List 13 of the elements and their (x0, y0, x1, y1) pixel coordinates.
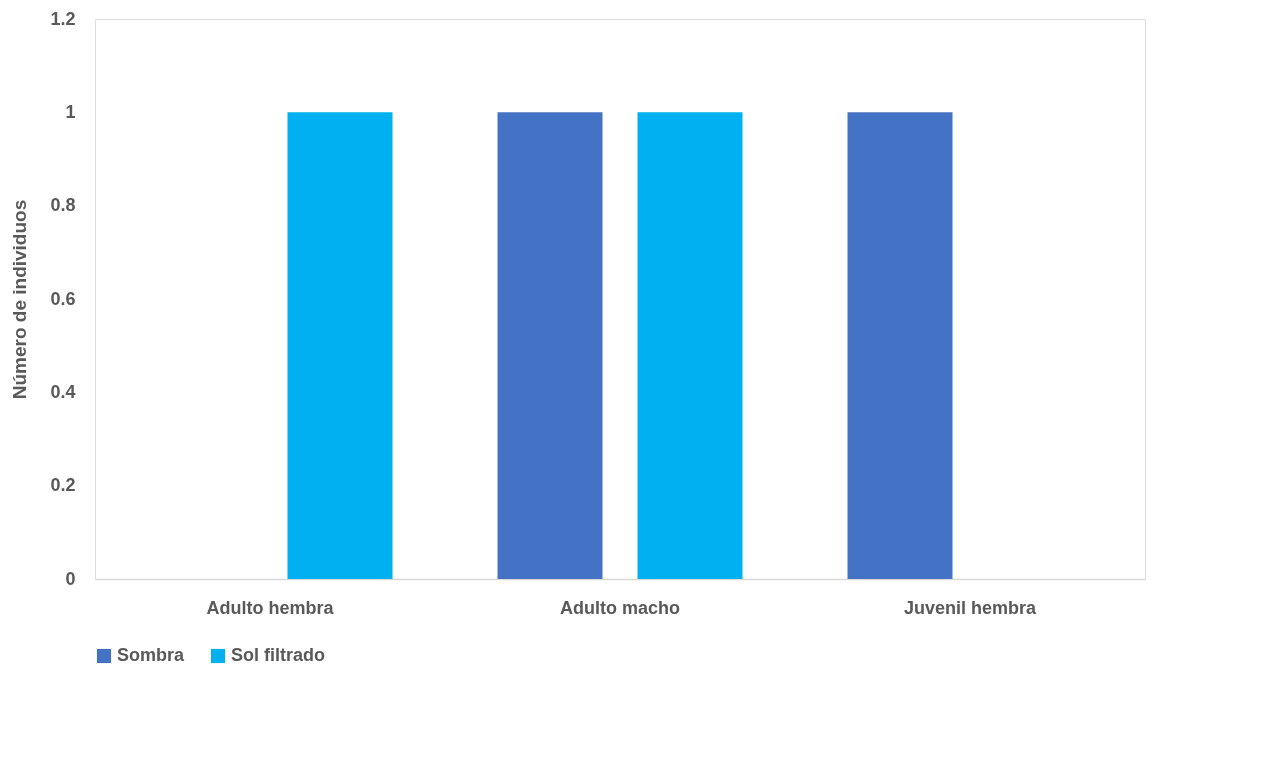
y-tick-label: 0.2 (50, 475, 76, 496)
y-tick-label: 1 (65, 101, 76, 122)
x-tick-label: Adulto macho (560, 597, 680, 618)
x-tick-label: Adulto hembra (206, 597, 335, 618)
y-axis-title: Número de individuos (9, 199, 31, 400)
legend-label: Sol filtrado (231, 645, 325, 665)
x-tick-label: Juvenil hembra (903, 597, 1038, 618)
y-tick-label: 0.8 (50, 195, 76, 216)
y-tick-label: 0 (65, 568, 76, 589)
y-tick-label: 0.6 (50, 288, 76, 309)
y-tick-label: 1.2 (50, 8, 76, 29)
legend-label: Sombra (117, 645, 186, 665)
y-tick-label: 0.4 (50, 381, 76, 402)
